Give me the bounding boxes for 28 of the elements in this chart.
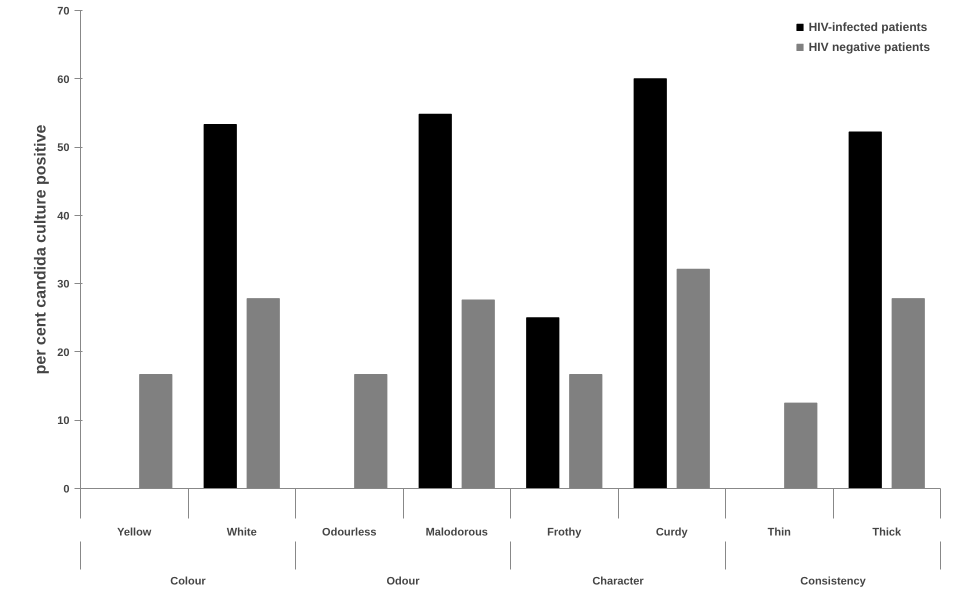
- bar: [418, 114, 452, 488]
- y-axis-title: per cent candida culture positive: [32, 124, 50, 374]
- y-tick-label: 60: [57, 74, 70, 86]
- y-tick-label: 70: [57, 6, 70, 18]
- text: Odour: [386, 576, 420, 588]
- x-tick-label: Curdy: [656, 526, 689, 538]
- legend-label: HIV negative patients: [808, 40, 930, 54]
- bar: [848, 132, 882, 488]
- x-tick-label: White: [226, 526, 257, 538]
- x-tick-label: Malodorous: [426, 526, 488, 538]
- x-tick-label: Thin: [768, 526, 792, 538]
- y-tick-label: 40: [57, 210, 70, 222]
- x-tick-label: Thick: [872, 526, 902, 538]
- x-tick-label: Frothy: [547, 526, 582, 538]
- text: Consistency: [800, 576, 867, 588]
- legend-label: HIV-infected patients: [808, 20, 928, 34]
- bar: [634, 78, 667, 488]
- text: Character: [592, 576, 644, 588]
- y-tick-label: 10: [57, 415, 70, 428]
- x-tick-label: Odourless: [322, 526, 376, 538]
- y-tick-label: 0: [63, 484, 70, 496]
- bar: [526, 317, 560, 488]
- y-tick-label: 20: [57, 346, 70, 359]
- bar: [204, 124, 237, 488]
- x-tick-label: Yellow: [117, 526, 152, 538]
- y-tick-label: 50: [57, 142, 70, 154]
- y-tick-label: 30: [57, 278, 70, 291]
- text: Colour: [170, 576, 206, 588]
